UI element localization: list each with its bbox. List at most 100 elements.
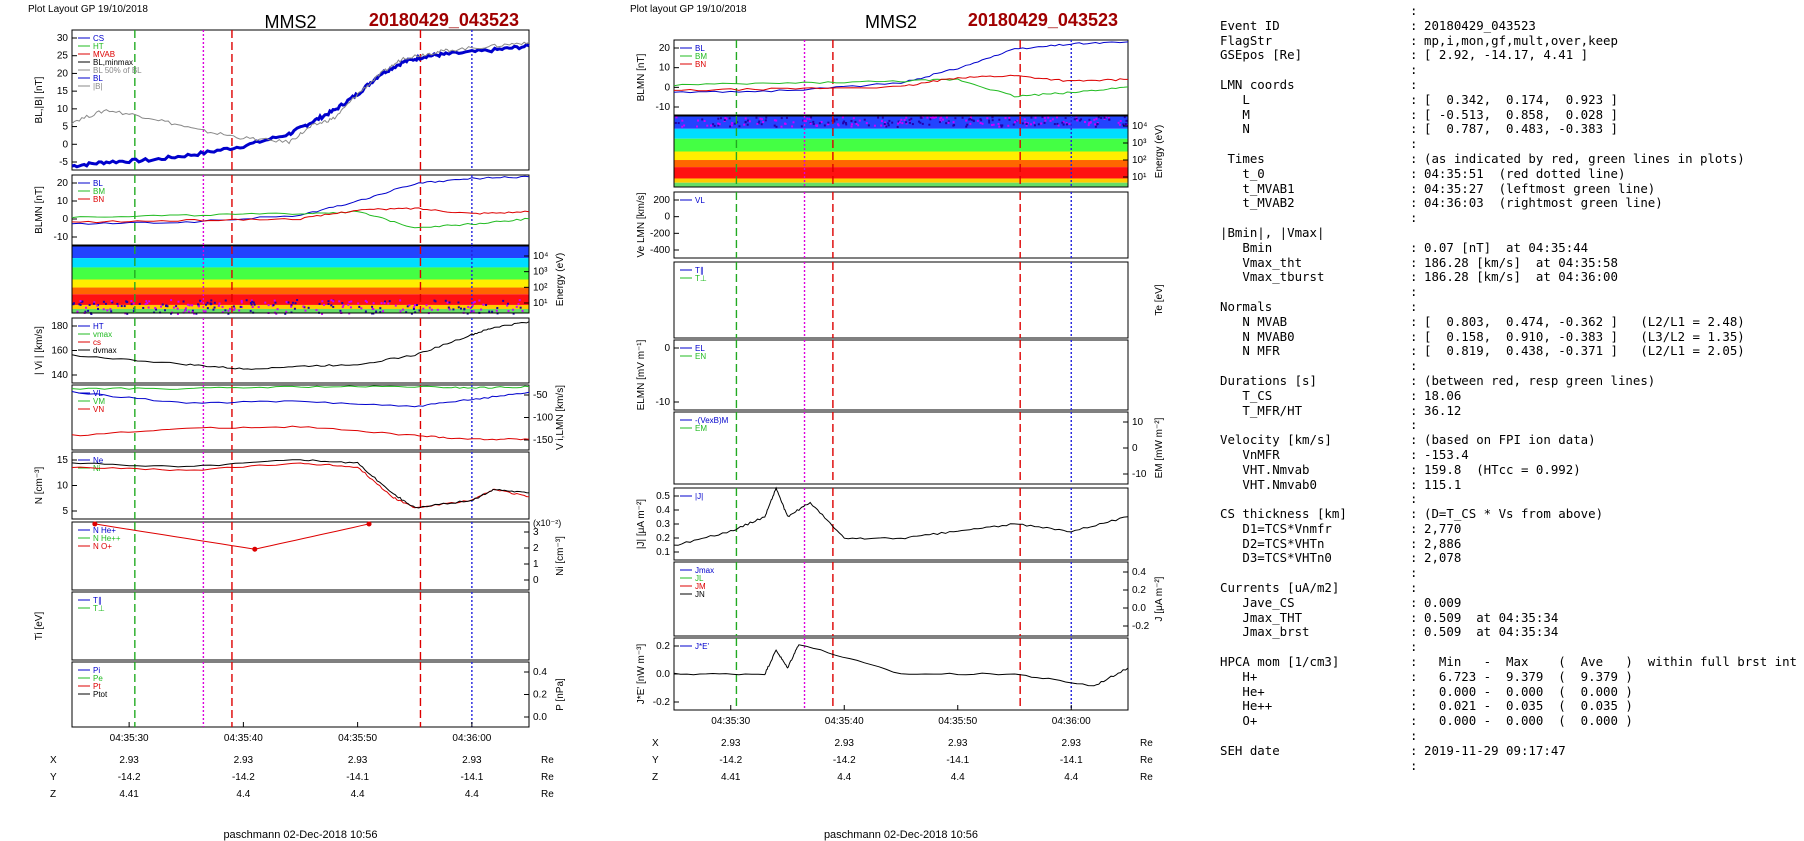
y-tick-label: 10 — [57, 481, 69, 492]
legend-entry: HT — [93, 322, 104, 331]
summary-row: Event ID:20180429_043523 — [1220, 18, 1800, 34]
summary-colon: : — [1410, 254, 1418, 270]
spectrogram-noise — [1008, 116, 1011, 119]
spectrogram-noise — [517, 303, 520, 306]
panel-frame — [673, 561, 1129, 637]
spectrogram-noise — [72, 302, 75, 305]
y-tick-label: 5 — [62, 506, 68, 517]
summary-key: Jmax_brst — [1220, 624, 1310, 640]
spectrogram-noise — [482, 303, 485, 306]
spectrogram-noise — [380, 302, 383, 305]
summary-value: -153.4 — [1424, 446, 1469, 462]
legend-entry: T∥ — [93, 596, 102, 605]
y-tick-label-right: 0.4 — [1132, 567, 1146, 578]
summary-row: t_MVAB1:04:35:27 (leftmost green line) — [1220, 181, 1800, 197]
panel-frame — [673, 191, 1129, 259]
summary-row: Bmin:0.07 [nT] at 04:35:44 — [1220, 240, 1800, 256]
spectrogram-noise — [1030, 116, 1033, 119]
legend-entry: BM — [695, 52, 707, 61]
spectrogram-noise — [852, 117, 855, 120]
spectrogram-noise — [161, 303, 164, 306]
spectrogram-noise — [991, 124, 994, 127]
position-value: 4.4 — [951, 772, 965, 783]
spectrogram-noise — [905, 122, 908, 125]
spectrogram-band — [674, 167, 1128, 179]
legend-entry: N He++ — [93, 534, 121, 543]
spectrogram-noise — [972, 120, 975, 123]
y-axis-label-right: V i,LMN [km/s] — [555, 385, 566, 450]
series-line — [71, 425, 530, 441]
position-value: 4.41 — [721, 772, 741, 783]
spectrogram-noise — [399, 310, 402, 313]
position-unit: Re — [541, 755, 554, 766]
spectrogram-noise — [469, 306, 472, 309]
summary-key: |Bmin|, |Vmax| — [1220, 224, 1325, 240]
spectrogram-noise — [146, 302, 149, 305]
spectrogram-noise — [78, 303, 81, 306]
position-value: -14.2 — [719, 755, 742, 766]
spectrogram-noise — [1000, 125, 1003, 128]
spectrogram-noise — [1125, 119, 1128, 122]
panel-frame — [673, 261, 1129, 339]
summary-key: VHT.Nmvab — [1220, 461, 1310, 477]
spectrogram-noise — [307, 306, 310, 309]
y-tick-label: 10 — [57, 196, 69, 207]
spectrogram-noise — [238, 309, 241, 312]
spectrogram-noise — [338, 300, 341, 303]
legend-entry: N He+ — [93, 526, 116, 535]
summary-colon: : — [1410, 417, 1418, 433]
spectrogram-noise — [507, 310, 510, 313]
spectrogram-noise — [744, 117, 747, 120]
legend-entry: T⊥ — [93, 604, 105, 613]
spectrogram-noise — [347, 303, 350, 306]
position-value: 2.93 — [1062, 738, 1082, 749]
spectrogram-noise — [249, 301, 252, 304]
summary-row: : — [1220, 639, 1800, 655]
summary-colon: : — [1410, 639, 1418, 655]
position-value: 4.41 — [119, 789, 139, 800]
summary-key: t_0 — [1220, 165, 1265, 181]
y-axis-label-right: Energy (eV) — [1154, 125, 1165, 178]
spectrogram-noise — [175, 305, 178, 308]
spectrogram-noise — [387, 302, 390, 305]
spectrogram-noise — [466, 312, 469, 315]
y-tick-label: 0.5 — [656, 491, 670, 502]
spectrogram-noise — [1001, 124, 1004, 127]
summary-colon: : — [1410, 210, 1418, 226]
summary-key: Vmax_tht — [1220, 254, 1303, 270]
y-tick-label: -10 — [54, 232, 69, 243]
spectrogram-noise — [748, 120, 751, 123]
panel-frame — [673, 411, 1129, 485]
spectrogram-noise — [410, 312, 413, 315]
spectrogram-noise — [218, 302, 221, 305]
spectrogram-noise — [485, 303, 488, 306]
spectrogram-noise — [900, 118, 903, 121]
spectrogram-noise — [885, 125, 888, 128]
summary-row: SEH date:2019-11-29 09:17:47 — [1220, 743, 1800, 759]
spectrogram-noise — [1029, 123, 1032, 126]
spectrogram-noise — [865, 122, 868, 125]
spectrogram-noise — [332, 300, 335, 303]
spectrogram-noise — [792, 121, 795, 124]
spectrogram-noise — [887, 124, 890, 127]
spectrogram-noise — [833, 118, 836, 121]
spectrogram-noise — [233, 307, 236, 310]
legend-entry: JM — [695, 582, 706, 591]
spectrogram-noise — [836, 123, 839, 126]
spectrogram-noise — [330, 304, 333, 307]
spectrogram-noise — [408, 304, 411, 307]
spectrogram-noise — [81, 300, 84, 303]
spectrogram-noise — [412, 306, 415, 309]
spectrogram-noise — [674, 121, 677, 124]
summary-colon: : — [1410, 757, 1418, 773]
spectrogram-noise — [712, 123, 715, 126]
panel-2: 10⁴ 10³ 10² 10¹ Energy (eV) — [673, 115, 1165, 188]
summary-row: : — [1220, 136, 1800, 152]
spectrogram-noise — [511, 308, 514, 311]
spectrogram-noise — [1119, 120, 1122, 123]
spectrogram-noise — [1122, 123, 1125, 126]
spectrogram-noise — [358, 305, 361, 308]
spectrogram-noise — [877, 116, 880, 119]
spectrogram-noise — [1025, 122, 1028, 125]
